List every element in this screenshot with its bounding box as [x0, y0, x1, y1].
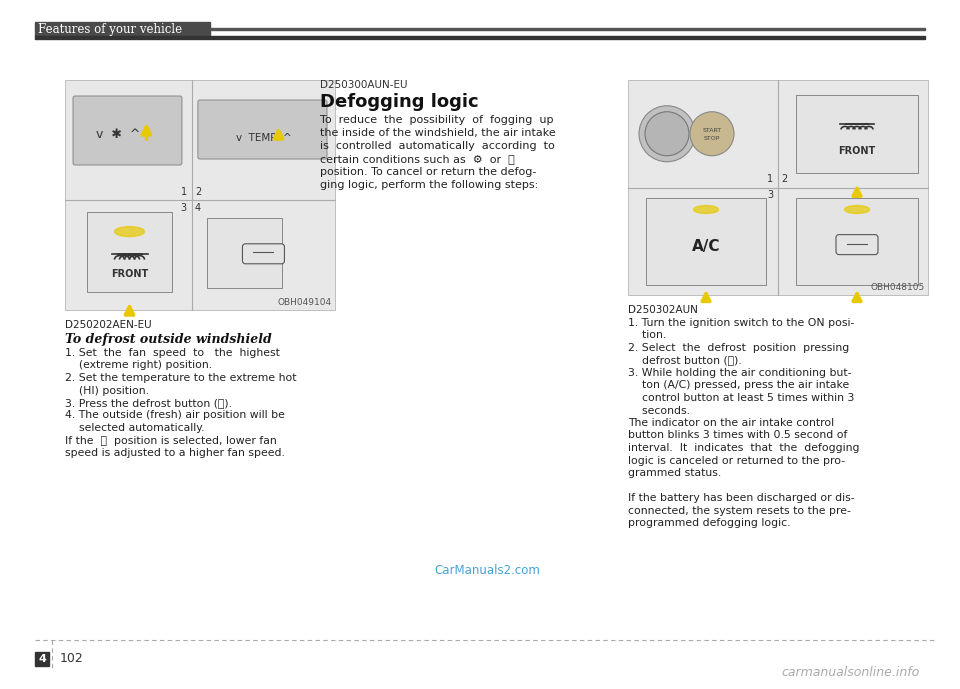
- FancyBboxPatch shape: [836, 235, 878, 255]
- Text: 2: 2: [195, 187, 202, 196]
- Text: 3. While holding the air conditioning but-: 3. While holding the air conditioning bu…: [628, 368, 852, 378]
- Bar: [87, 212, 172, 291]
- Text: 1: 1: [180, 187, 187, 196]
- Bar: [35, 36, 925, 39]
- Bar: [628, 80, 928, 295]
- Text: 4: 4: [195, 203, 201, 213]
- Text: FRONT: FRONT: [838, 146, 876, 156]
- Text: ton (A/C) pressed, press the air intake: ton (A/C) pressed, press the air intake: [628, 380, 850, 391]
- Text: To defrost outside windshield: To defrost outside windshield: [65, 333, 272, 346]
- Text: 1. Turn the ignition switch to the ON posi-: 1. Turn the ignition switch to the ON po…: [628, 318, 854, 328]
- Text: START: START: [703, 128, 722, 133]
- Text: 1. Set  the  fan  speed  to   the  highest: 1. Set the fan speed to the highest: [65, 348, 280, 358]
- Text: speed is adjusted to a higher fan speed.: speed is adjusted to a higher fan speed.: [65, 448, 285, 458]
- Text: STOP: STOP: [704, 136, 720, 141]
- Text: logic is canceled or returned to the pro-: logic is canceled or returned to the pro…: [628, 455, 845, 466]
- Text: 3: 3: [180, 203, 187, 213]
- Text: tion.: tion.: [628, 331, 666, 340]
- Text: selected automatically.: selected automatically.: [65, 423, 204, 433]
- Text: FRONT: FRONT: [110, 269, 148, 278]
- FancyBboxPatch shape: [73, 96, 181, 165]
- Bar: [207, 218, 282, 287]
- Ellipse shape: [845, 205, 870, 214]
- Text: 3: 3: [767, 190, 773, 200]
- Text: (HI) position.: (HI) position.: [65, 386, 149, 395]
- Text: ging logic, perform the following steps:: ging logic, perform the following steps:: [320, 180, 539, 190]
- Text: defrost button (Ⓝ).: defrost button (Ⓝ).: [628, 356, 742, 365]
- Text: certain conditions such as  ⚙  or  Ⓝ: certain conditions such as ⚙ or Ⓝ: [320, 154, 515, 164]
- Circle shape: [639, 105, 695, 162]
- Text: programmed defogging logic.: programmed defogging logic.: [628, 518, 790, 528]
- Text: OBH049104: OBH049104: [277, 298, 332, 307]
- FancyBboxPatch shape: [198, 100, 327, 159]
- Text: D250302AUN: D250302AUN: [628, 305, 698, 315]
- Circle shape: [645, 112, 689, 156]
- Text: 2. Set the temperature to the extreme hot: 2. Set the temperature to the extreme ho…: [65, 373, 297, 383]
- FancyBboxPatch shape: [243, 244, 284, 264]
- Bar: [35, 652, 49, 666]
- Text: Defogging logic: Defogging logic: [320, 93, 479, 111]
- Text: D250202AEN-EU: D250202AEN-EU: [65, 320, 152, 330]
- Text: is  controlled  automatically  according  to: is controlled automatically according to: [320, 141, 555, 151]
- Text: carmanualsonline.info: carmanualsonline.info: [781, 666, 920, 679]
- Text: OBH048105: OBH048105: [871, 283, 925, 292]
- Bar: [796, 198, 918, 285]
- Text: seconds.: seconds.: [628, 406, 690, 415]
- Text: 2. Select  the  defrost  position  pressing: 2. Select the defrost position pressing: [628, 343, 850, 353]
- Text: A/C: A/C: [692, 239, 720, 254]
- Bar: [65, 80, 335, 310]
- Ellipse shape: [114, 227, 145, 236]
- Text: connected, the system resets to the pre-: connected, the system resets to the pre-: [628, 506, 851, 515]
- Bar: [210, 28, 925, 30]
- Text: 2: 2: [781, 174, 787, 185]
- Text: 4: 4: [38, 654, 46, 664]
- Circle shape: [690, 112, 734, 156]
- Text: The indicator on the air intake control: The indicator on the air intake control: [628, 418, 834, 428]
- Text: grammed status.: grammed status.: [628, 468, 721, 478]
- Bar: [35, 22, 210, 36]
- Text: control button at least 5 times within 3: control button at least 5 times within 3: [628, 393, 854, 403]
- Text: v  TEMP  ^: v TEMP ^: [235, 133, 291, 143]
- Text: 4. The outside (fresh) air position will be: 4. The outside (fresh) air position will…: [65, 411, 285, 420]
- Text: If the  Ⓝ  position is selected, lower fan: If the Ⓝ position is selected, lower fan: [65, 435, 276, 446]
- Text: interval.  It  indicates  that  the  defogging: interval. It indicates that the defoggin…: [628, 443, 859, 453]
- Text: CarManuals2.com: CarManuals2.com: [434, 564, 540, 577]
- Text: v  ✱  ^: v ✱ ^: [96, 128, 140, 141]
- Text: button blinks 3 times with 0.5 second of: button blinks 3 times with 0.5 second of: [628, 431, 848, 440]
- Text: D250300AUN-EU: D250300AUN-EU: [320, 80, 407, 90]
- Text: 1: 1: [767, 174, 773, 185]
- Text: 3. Press the defrost button (Ⓝ).: 3. Press the defrost button (Ⓝ).: [65, 398, 232, 408]
- Text: (extreme right) position.: (extreme right) position.: [65, 360, 212, 371]
- Text: 102: 102: [60, 652, 84, 666]
- Bar: [646, 198, 766, 285]
- Text: Features of your vehicle: Features of your vehicle: [38, 23, 182, 36]
- Text: To  reduce  the  possibility  of  fogging  up: To reduce the possibility of fogging up: [320, 115, 554, 125]
- Text: the inside of the windshield, the air intake: the inside of the windshield, the air in…: [320, 128, 556, 138]
- Text: If the battery has been discharged or dis-: If the battery has been discharged or di…: [628, 493, 854, 503]
- Bar: [796, 95, 918, 172]
- Text: position. To cancel or return the defog-: position. To cancel or return the defog-: [320, 167, 537, 177]
- Ellipse shape: [693, 205, 718, 214]
